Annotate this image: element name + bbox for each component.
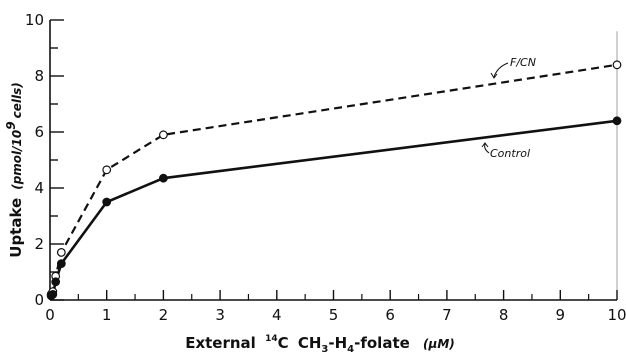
x-tick-label: 3	[215, 306, 225, 324]
x-tick-label: 5	[329, 306, 339, 324]
annotation-control-arrow	[484, 143, 490, 154]
annotation-fcn-arrowhead	[490, 72, 498, 79]
x-tick-label: 4	[272, 306, 282, 324]
annotation-control-arrowhead	[481, 142, 489, 148]
markers-layer	[46, 60, 622, 301]
data-point-fcn	[612, 60, 622, 70]
y-tick-label: 10	[25, 11, 44, 29]
x-tick-label: 10	[607, 306, 626, 324]
x-tick-label: 2	[159, 306, 169, 324]
axes: 0 2 4 6 8 10 0 1 2 3 4 5 6 7 8 9 10	[25, 11, 626, 324]
series-line-fcn	[50, 63, 618, 295]
annotations: F/CN Control	[481, 56, 536, 160]
data-point-fcn	[102, 165, 112, 175]
y-tick-label: 0	[34, 291, 44, 309]
data-point-control	[158, 173, 168, 183]
data-point-control	[612, 116, 622, 126]
y-tick-label: 2	[34, 235, 44, 253]
y-axis-title: Uptake (pmol/109cells)	[4, 82, 25, 257]
x-axis-title: External 14C CH3-H4-folate (μM)	[185, 334, 455, 353]
series-layer	[50, 63, 618, 297]
data-point-control	[48, 290, 58, 299]
data-point-fcn	[158, 130, 168, 140]
annotation-control: Control	[490, 147, 530, 160]
data-point-control	[102, 197, 112, 207]
y-tick-label: 4	[34, 179, 44, 197]
x-tick-label: 8	[499, 306, 509, 324]
series-line-control	[50, 119, 618, 297]
x-tick-label: 1	[102, 306, 112, 324]
data-point-fcn	[56, 247, 66, 257]
x-tick-label: 0	[45, 306, 55, 324]
annotation-fcn-arrow	[493, 62, 509, 78]
x-tick-label: 7	[442, 306, 452, 324]
y-tick-label: 8	[34, 67, 44, 85]
x-tick-label: 9	[556, 306, 566, 324]
y-tick-label: 6	[34, 123, 44, 141]
data-point-control	[56, 259, 66, 269]
data-point-control	[51, 277, 61, 287]
x-tick-label: 6	[385, 306, 395, 324]
annotation-fcn: F/CN	[510, 56, 536, 69]
